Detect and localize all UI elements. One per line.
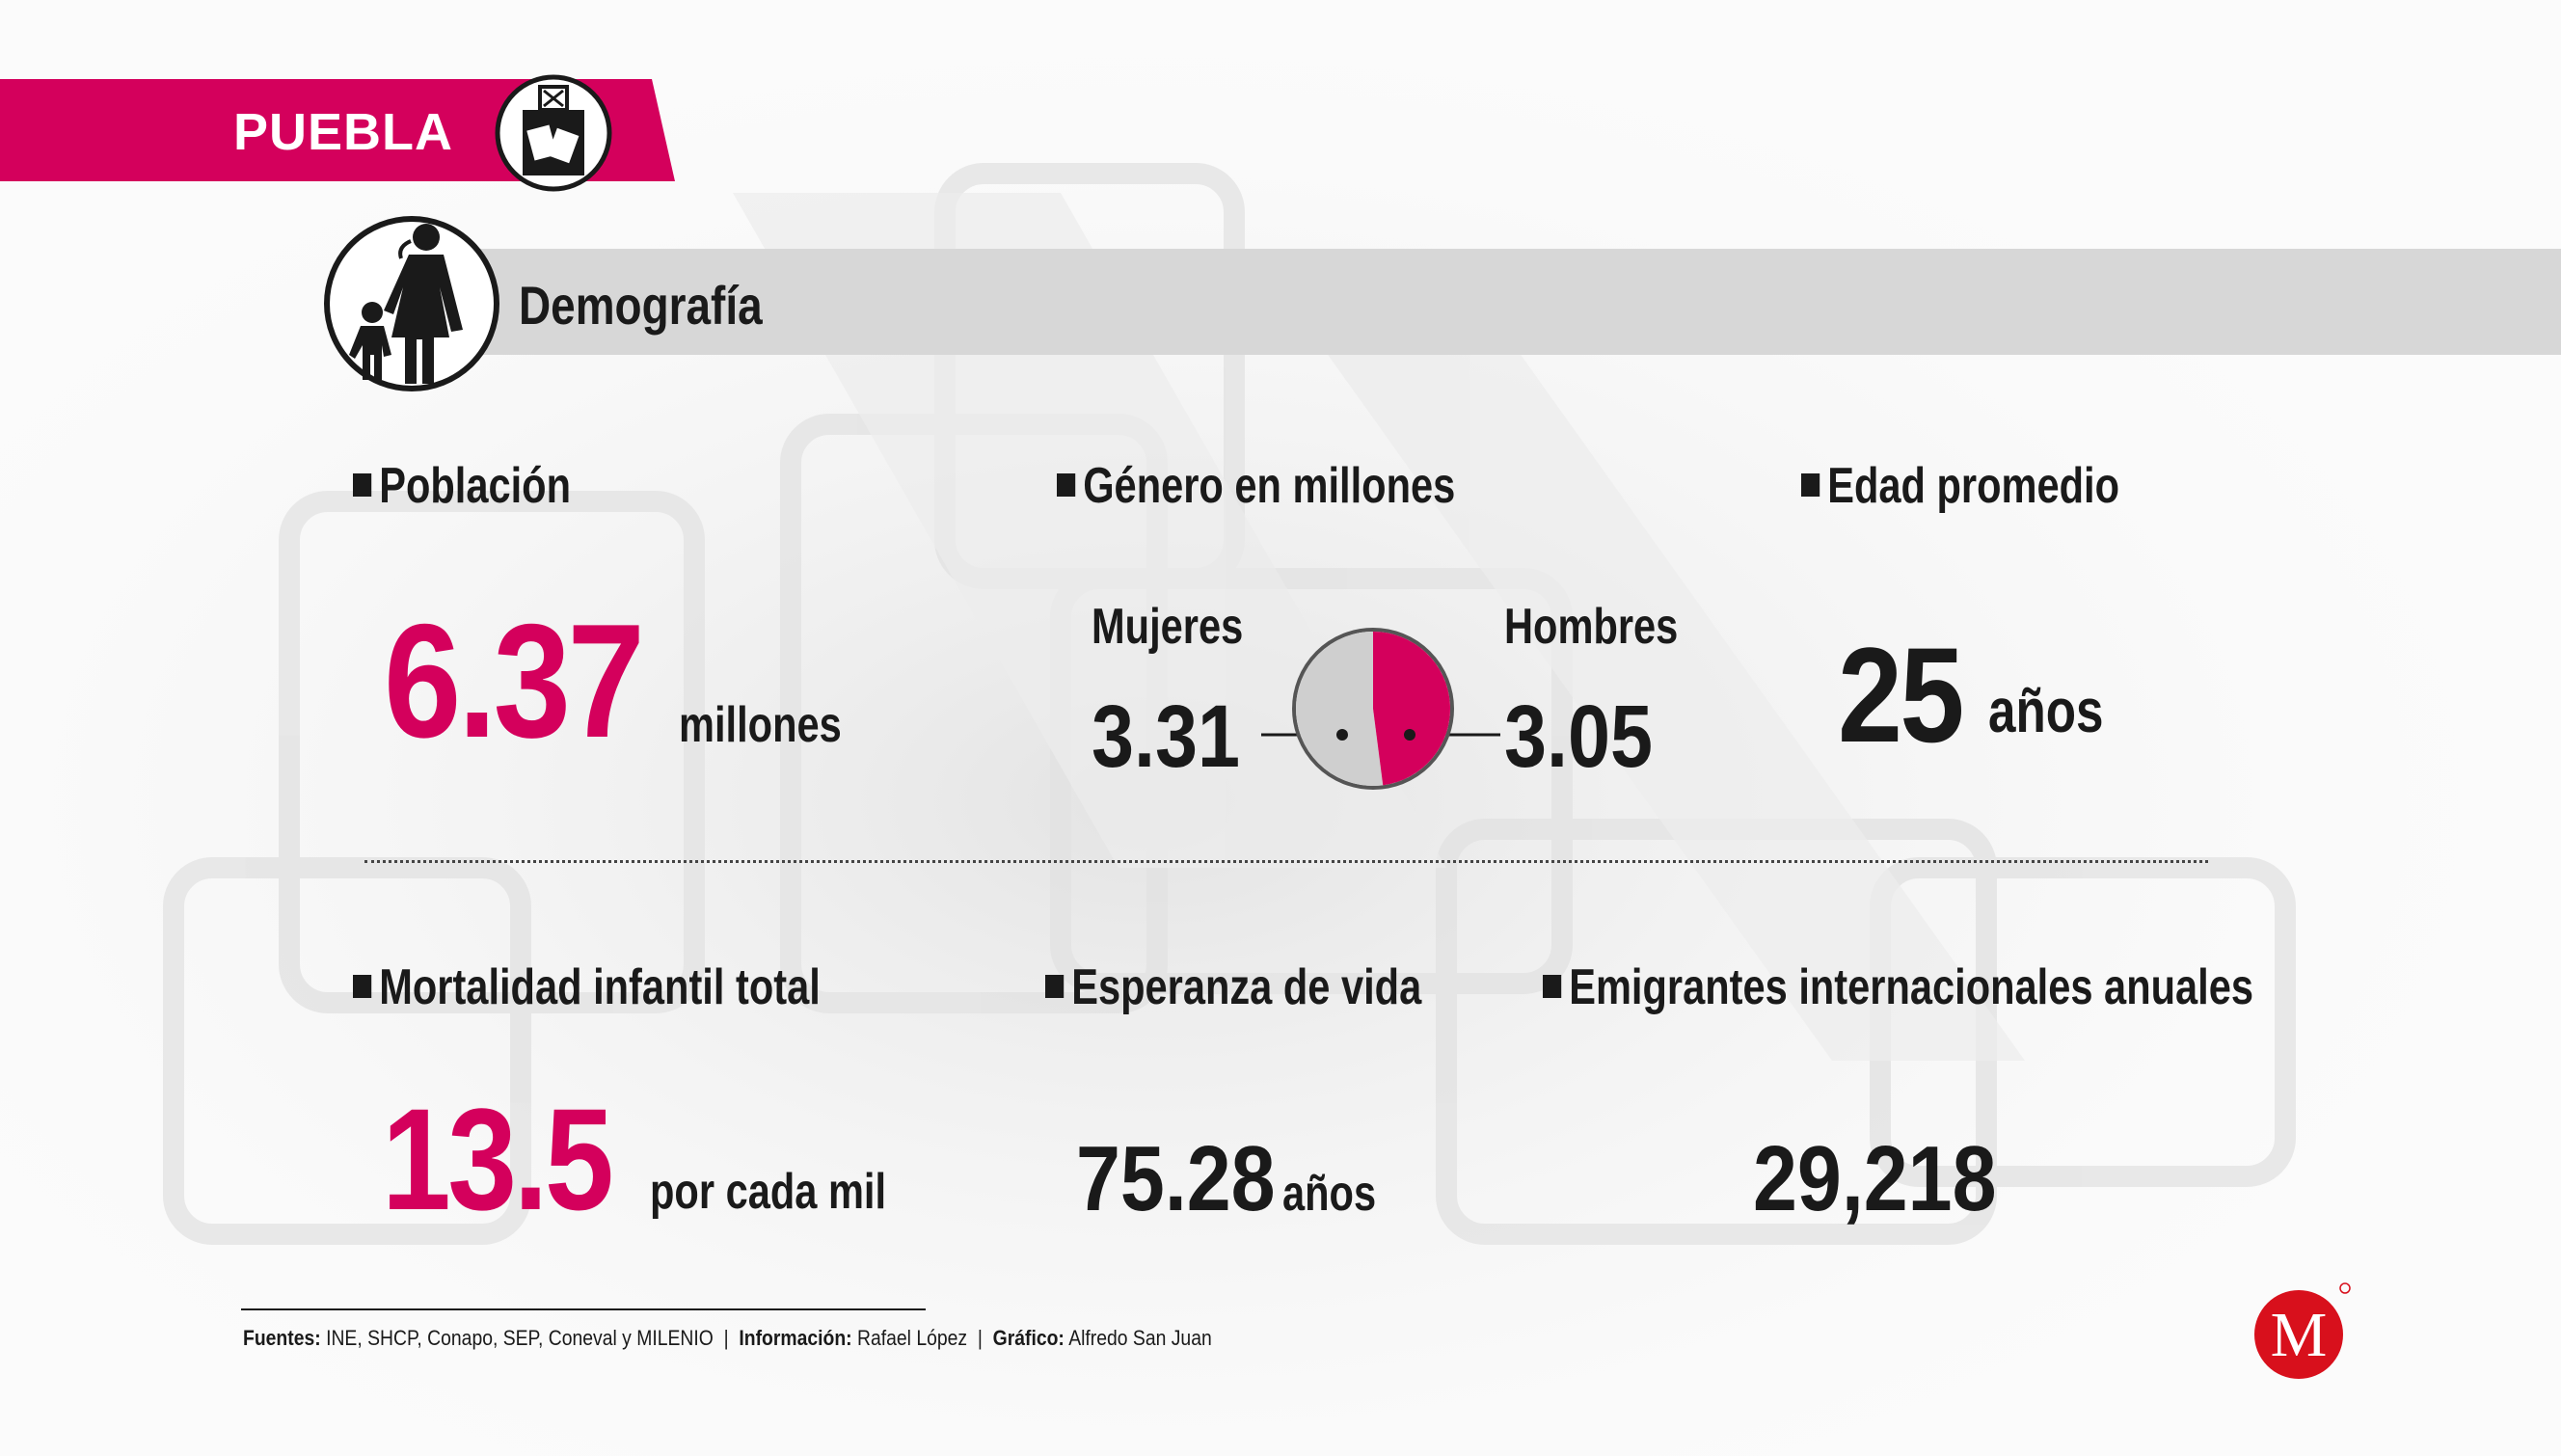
population-unit: millones: [679, 697, 842, 753]
median-age-unit: años: [1988, 676, 2104, 745]
infant-mortality-unit: por cada mil: [650, 1164, 887, 1220]
emigrants-label: Emigrantes internacionales anuales: [1543, 958, 2253, 1016]
women-value: 3.31: [1092, 688, 1240, 786]
men-dot: [1404, 729, 1415, 741]
men-label: Hombres: [1504, 599, 1679, 655]
bullet-icon: [353, 975, 372, 998]
credits: Fuentes: INE, SHCP, Conapo, SEP, Coneval…: [243, 1326, 1212, 1350]
mother-child-icon: [324, 216, 499, 391]
median-age-label: Edad promedio: [1801, 457, 2119, 515]
dotted-divider: [364, 860, 2208, 863]
gender-label: Género en millones: [1057, 457, 1455, 515]
bullet-icon: [1057, 473, 1076, 497]
population-value: 6.37: [384, 590, 645, 771]
milenio-logo: M: [2254, 1282, 2351, 1379]
infant-mortality-value: 13.5: [382, 1078, 614, 1240]
pie-slice-women: [1296, 632, 1384, 786]
state-name: PUEBLA: [233, 103, 454, 161]
emigrants-value: 29,218: [1753, 1127, 1997, 1230]
bullet-icon: [1801, 473, 1820, 497]
ballot-box-icon: [495, 74, 612, 192]
section-title: Demografía: [519, 275, 763, 336]
infant-mortality-label: Mortalidad infantil total: [353, 958, 821, 1016]
life-expectancy-label: Esperanza de vida: [1045, 958, 1421, 1016]
bullet-icon: [353, 473, 372, 497]
section-bar: [405, 249, 2561, 355]
gender-pie-chart: [1261, 628, 1500, 790]
median-age-value: 25: [1838, 619, 1964, 770]
life-expectancy-unit: años: [1282, 1166, 1377, 1222]
women-label: Mujeres: [1092, 599, 1244, 655]
footer-rule: [241, 1308, 926, 1310]
svg-text:M: M: [2271, 1300, 2328, 1370]
population-label: Población: [353, 457, 571, 515]
pie-slice-men: [1373, 632, 1450, 786]
bullet-icon: [1045, 975, 1065, 998]
life-expectancy-value: 75.28: [1076, 1127, 1276, 1230]
men-value: 3.05: [1504, 688, 1653, 786]
bullet-icon: [1543, 975, 1562, 998]
women-dot: [1336, 729, 1348, 741]
